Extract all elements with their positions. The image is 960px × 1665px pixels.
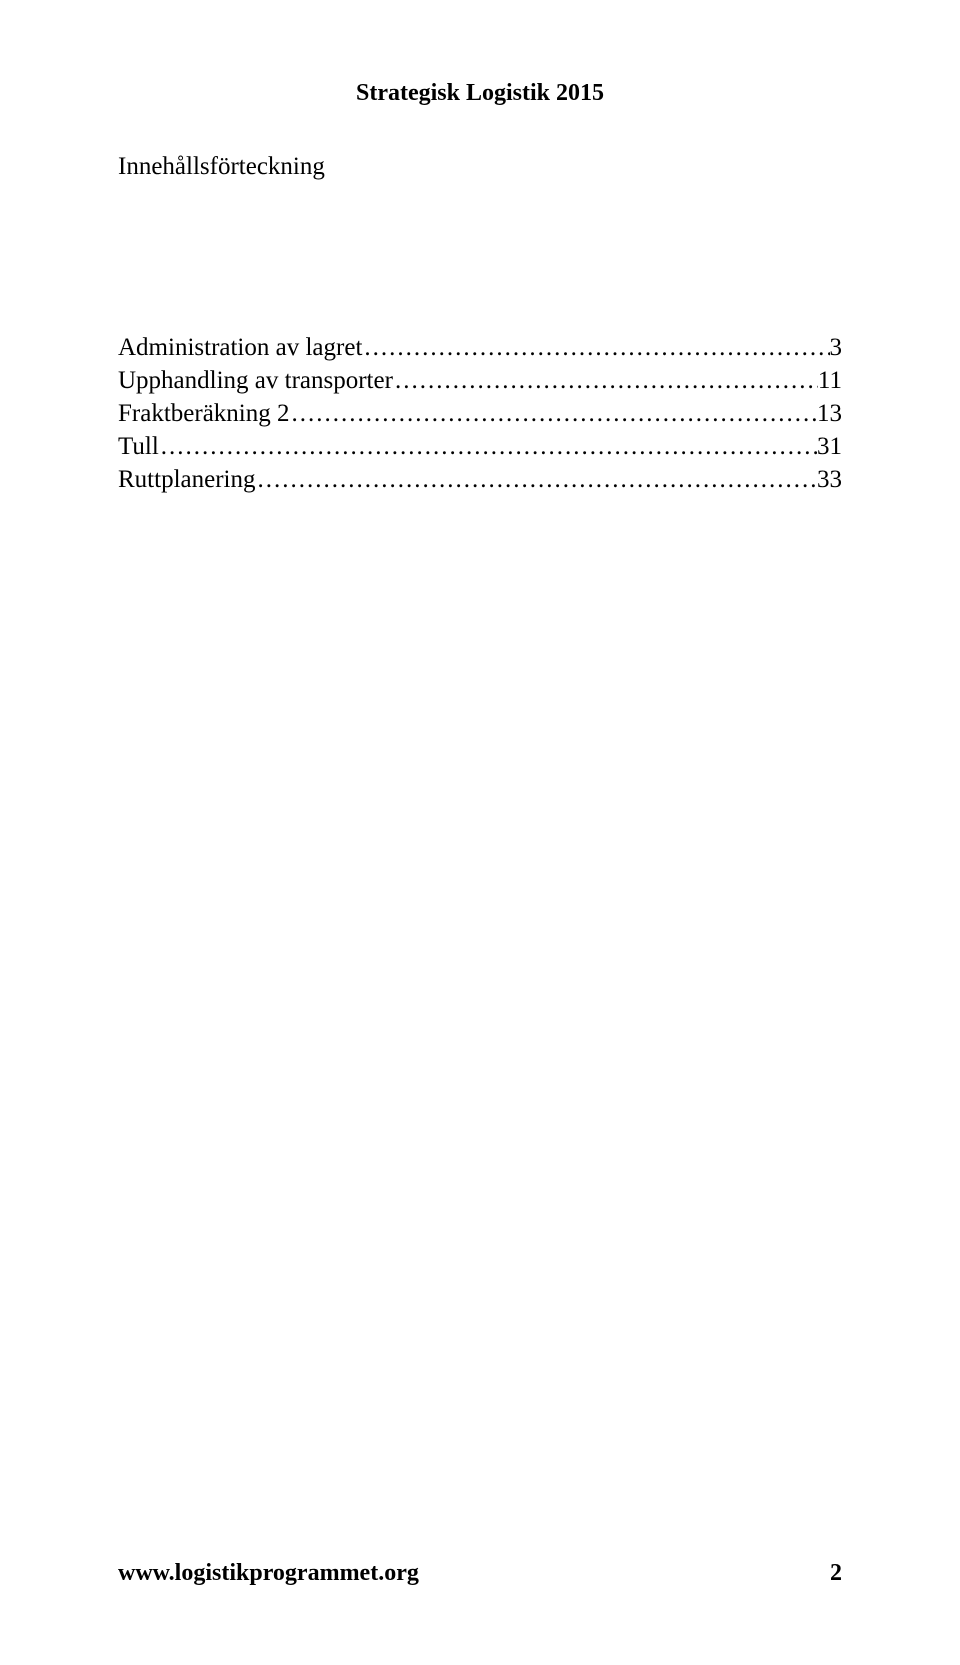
toc-entry-page: 13: [817, 397, 842, 430]
dot-leader: [159, 430, 817, 463]
toc-entry: Ruttplanering 33: [118, 463, 842, 496]
document-page: Strategisk Logistik 2015 Innehållsförtec…: [0, 0, 960, 1665]
toc-entry: Fraktberäkning 2 13: [118, 397, 842, 430]
dot-leader: [289, 397, 817, 430]
page-footer: www.logistikprogrammet.org 2: [118, 1560, 842, 1587]
toc-entry: Tull 31: [118, 430, 842, 463]
toc-entry-page: 33: [817, 463, 842, 496]
toc-entry-label: Upphandling av transporter: [118, 364, 393, 397]
dot-leader: [255, 463, 817, 496]
toc-list: Administration av lagret 3 Upphandling a…: [118, 331, 842, 496]
dot-leader: [393, 364, 818, 397]
footer-page-number: 2: [830, 1560, 842, 1587]
page-header-title: Strategisk Logistik 2015: [118, 80, 842, 107]
toc-entry-label: Fraktberäkning 2: [118, 397, 289, 430]
toc-entry-page: 11: [818, 364, 842, 397]
toc-entry-label: Administration av lagret: [118, 331, 362, 364]
toc-entry: Upphandling av transporter 11: [118, 364, 842, 397]
footer-url: www.logistikprogrammet.org: [118, 1560, 419, 1587]
toc-entry: Administration av lagret 3: [118, 331, 842, 364]
dot-leader: [362, 331, 829, 364]
toc-heading: Innehållsförteckning: [118, 153, 842, 181]
toc-entry-page: 31: [817, 430, 842, 463]
toc-entry-page: 3: [830, 331, 843, 364]
toc-entry-label: Ruttplanering: [118, 463, 255, 496]
toc-entry-label: Tull: [118, 430, 159, 463]
